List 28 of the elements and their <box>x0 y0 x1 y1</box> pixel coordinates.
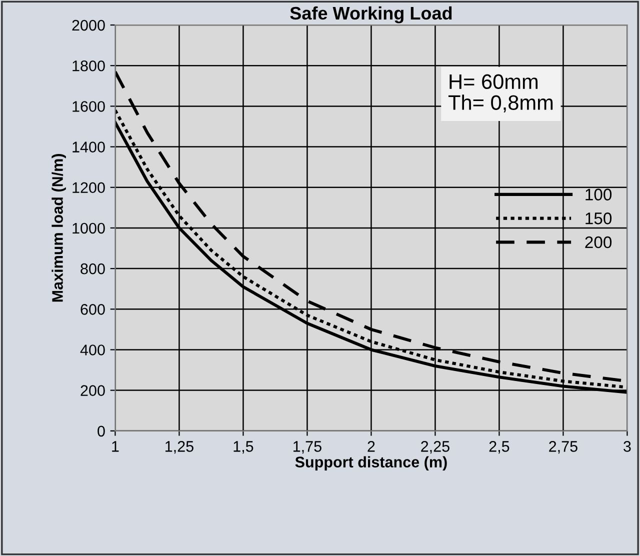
y-axis-title: Maximum load (N/m) <box>52 154 66 302</box>
y-tick-label: 400 <box>80 344 105 356</box>
y-tick-label: 800 <box>80 263 105 274</box>
annotation: Th= 0,8mm <box>448 94 553 112</box>
y-tick-label: 1800 <box>72 60 105 72</box>
chart-title: Safe Working Load <box>290 6 452 24</box>
x-tick-label: 1 <box>112 441 119 452</box>
y-tick-label: 600 <box>80 304 105 315</box>
x-tick-label: 2 <box>368 441 375 452</box>
y-tick-label: 2000 <box>72 20 105 31</box>
annotation: H= 60mm <box>450 74 538 90</box>
legend-label: 150 <box>586 212 612 224</box>
x-tick-label: 1,25 <box>166 441 194 454</box>
x-tick-label: 2,75 <box>549 441 578 454</box>
x-tick-label: 1,75 <box>294 441 322 454</box>
legend-label: 200 <box>585 236 612 248</box>
y-tick-label: 1400 <box>72 142 105 152</box>
y-tick-label: 1000 <box>72 222 105 234</box>
x-tick-label: 2,25 <box>421 441 450 454</box>
x-tick-label: 3 <box>624 441 631 452</box>
y-tick-label: 1600 <box>72 101 105 112</box>
y-tick-label: 0 <box>98 426 105 437</box>
legend-label: 100 <box>586 188 612 200</box>
x-axis-title: Support distance (m) <box>295 456 447 470</box>
y-tick-label: 1200 <box>72 182 105 194</box>
x-tick-label: 2,5 <box>489 441 510 454</box>
x-tick-label: 1,5 <box>234 441 254 454</box>
y-tick-label: 200 <box>80 385 105 396</box>
